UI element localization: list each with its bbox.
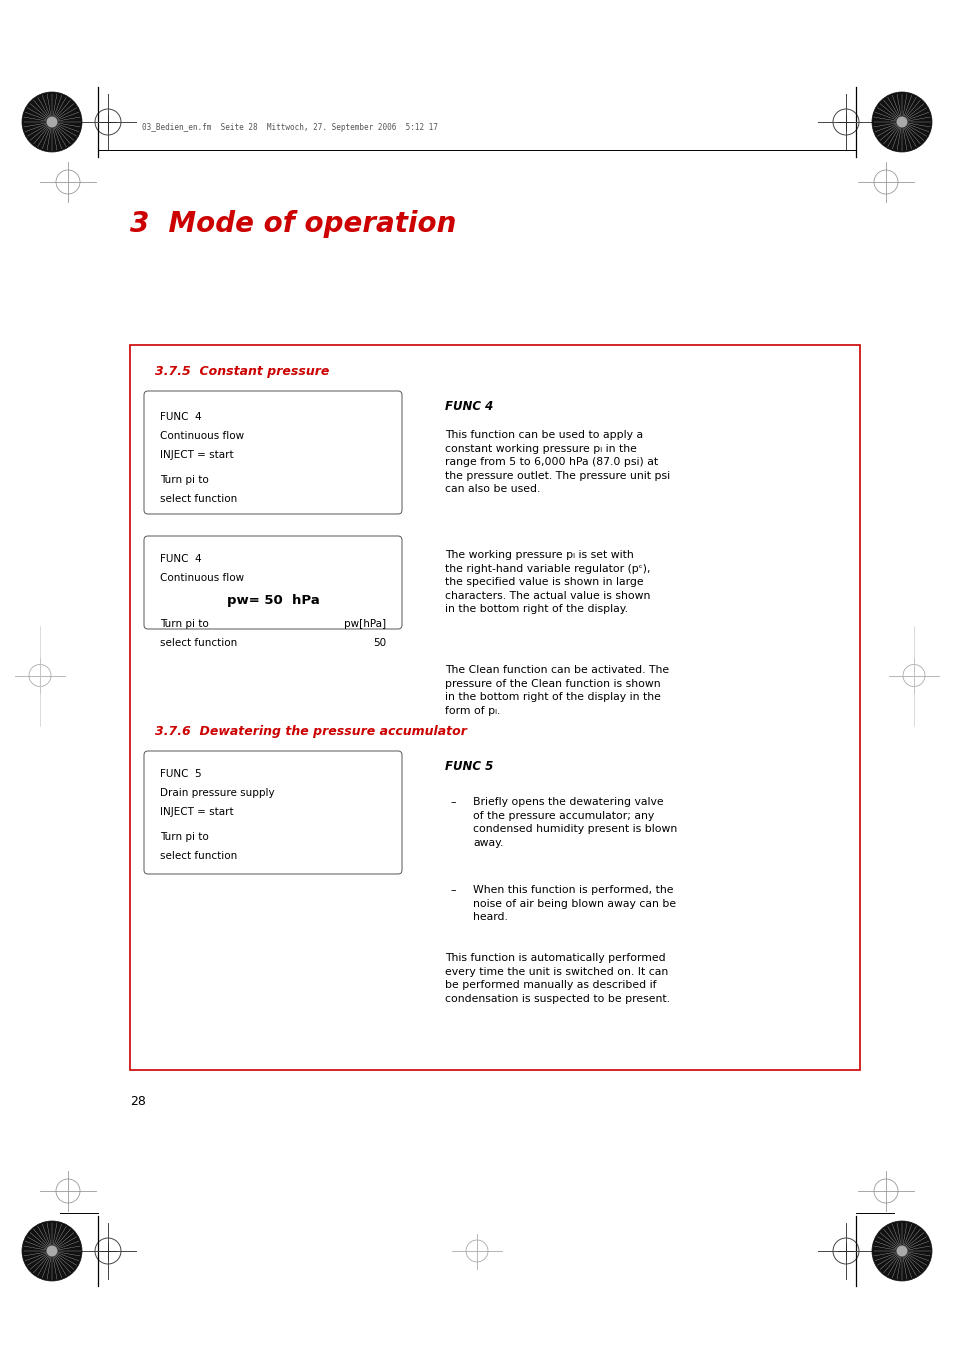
Circle shape — [832, 109, 858, 135]
Circle shape — [95, 109, 121, 135]
Text: pw[hPa]: pw[hPa] — [343, 619, 386, 628]
FancyBboxPatch shape — [144, 536, 401, 630]
Text: Turn pi to: Turn pi to — [160, 619, 209, 628]
Circle shape — [22, 92, 82, 153]
Text: 3.7.6  Dewatering the pressure accumulator: 3.7.6 Dewatering the pressure accumulato… — [154, 725, 466, 738]
Circle shape — [873, 170, 897, 195]
Circle shape — [896, 116, 906, 127]
Text: Turn pi to: Turn pi to — [160, 832, 209, 842]
Text: Continuous flow: Continuous flow — [160, 431, 244, 440]
Text: Turn pi to: Turn pi to — [160, 474, 209, 485]
Text: FUNC  5: FUNC 5 — [160, 769, 201, 780]
Circle shape — [22, 1221, 82, 1281]
FancyBboxPatch shape — [144, 751, 401, 874]
Text: When this function is performed, the
noise of air being blown away can be
heard.: When this function is performed, the noi… — [473, 885, 676, 923]
Text: –: – — [450, 885, 456, 894]
Text: INJECT = start: INJECT = start — [160, 807, 233, 817]
Circle shape — [465, 1240, 488, 1262]
Text: FUNC 4: FUNC 4 — [444, 400, 493, 413]
Text: This function is automatically performed
every time the unit is switched on. It : This function is automatically performed… — [444, 952, 669, 1004]
Text: select function: select function — [160, 851, 237, 861]
Circle shape — [896, 1246, 906, 1256]
Text: The Clean function can be activated. The
pressure of the Clean function is shown: The Clean function can be activated. The… — [444, 665, 668, 716]
Circle shape — [95, 1238, 121, 1265]
FancyBboxPatch shape — [144, 390, 401, 513]
Text: FUNC  4: FUNC 4 — [160, 554, 201, 563]
Circle shape — [871, 1221, 931, 1281]
Text: This function can be used to apply a
constant working pressure pₗ in the
range f: This function can be used to apply a con… — [444, 430, 669, 494]
Text: –: – — [450, 797, 456, 807]
Text: 3.7.5  Constant pressure: 3.7.5 Constant pressure — [154, 365, 329, 378]
Text: FUNC 5: FUNC 5 — [444, 761, 493, 773]
Text: pw= 50  hPa: pw= 50 hPa — [227, 594, 319, 607]
Text: 28: 28 — [130, 1096, 146, 1108]
Text: 50: 50 — [373, 638, 386, 647]
Text: select function: select function — [160, 638, 237, 647]
Circle shape — [56, 1179, 80, 1202]
Circle shape — [871, 92, 931, 153]
Text: select function: select function — [160, 493, 237, 504]
Text: Briefly opens the dewatering valve
of the pressure accumulator; any
condensed hu: Briefly opens the dewatering valve of th… — [473, 797, 677, 848]
Text: The working pressure pₗ is set with
the right-hand variable regulator (pᶜ),
the : The working pressure pₗ is set with the … — [444, 550, 650, 615]
Circle shape — [47, 116, 57, 127]
Text: 03_Bedien_en.fm  Seite 28  Mittwoch, 27. September 2006  5:12 17: 03_Bedien_en.fm Seite 28 Mittwoch, 27. S… — [142, 123, 437, 131]
Circle shape — [56, 170, 80, 195]
Circle shape — [29, 665, 51, 686]
Text: FUNC  4: FUNC 4 — [160, 412, 201, 422]
Text: INJECT = start: INJECT = start — [160, 450, 233, 459]
Text: Drain pressure supply: Drain pressure supply — [160, 788, 274, 798]
Bar — [130, 345, 859, 1070]
Circle shape — [832, 1238, 858, 1265]
Text: Continuous flow: Continuous flow — [160, 573, 244, 584]
Circle shape — [873, 1179, 897, 1202]
Circle shape — [902, 665, 924, 686]
Circle shape — [47, 1246, 57, 1256]
Text: 3  Mode of operation: 3 Mode of operation — [130, 209, 456, 238]
